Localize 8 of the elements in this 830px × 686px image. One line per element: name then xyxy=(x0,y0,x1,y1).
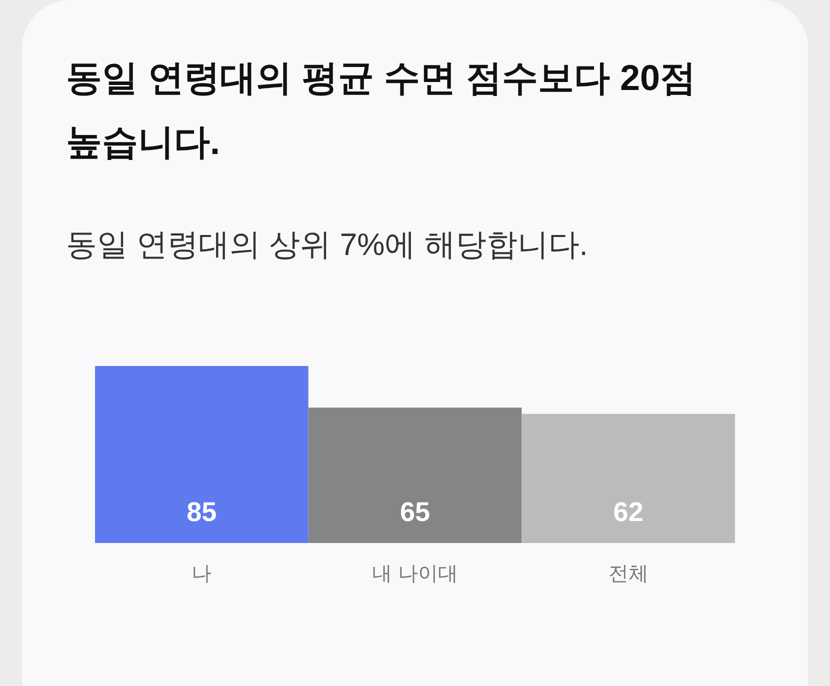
x-tick-label: 나 xyxy=(192,563,212,585)
x-tick-label: 내 나이대 xyxy=(372,563,458,585)
data-label: 65 xyxy=(400,497,430,527)
data-label: 62 xyxy=(613,497,644,527)
chart-subtitle: 동일 연령대의 상위 7%에 해당합니다. xyxy=(66,227,588,262)
data-label: 85 xyxy=(186,497,217,527)
chart-title: 동일 연령대의 평균 수면 점수보다 20점 높습니다. xyxy=(66,57,696,162)
x-tick-label: 전체 xyxy=(608,563,648,585)
